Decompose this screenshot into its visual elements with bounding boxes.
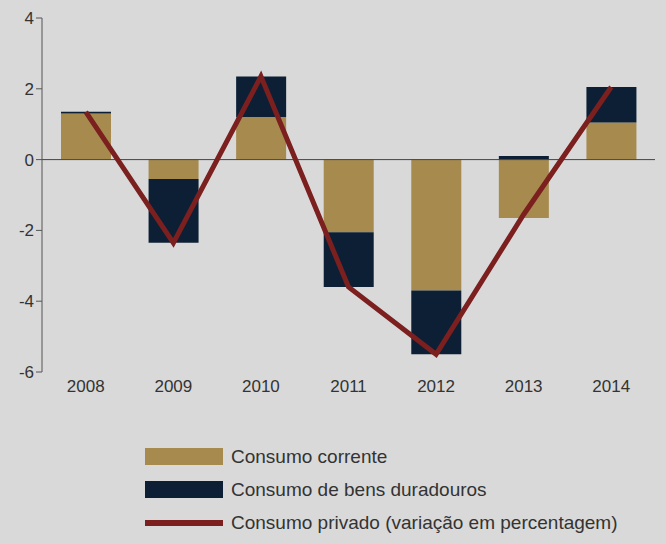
svg-text:4: 4 xyxy=(25,9,34,28)
html-text:Consumo de bens duradouros: Consumo de bens duradouros xyxy=(231,478,487,500)
svg-text:2009: 2009 xyxy=(154,377,192,396)
svg-text:0: 0 xyxy=(25,151,34,170)
html-text:Consumo privado (variação em p: Consumo privado (variação em percentagem… xyxy=(231,511,618,533)
svg-text:-4: -4 xyxy=(19,292,34,311)
svg-text:2008: 2008 xyxy=(67,377,105,396)
html-text:Consumo corrente: Consumo corrente xyxy=(231,445,388,467)
svg-text:2: 2 xyxy=(25,80,34,99)
svg-text:-6: -6 xyxy=(19,363,34,382)
svg-text:2010: 2010 xyxy=(242,377,280,396)
svg-text:2013: 2013 xyxy=(505,377,543,396)
svg-text:-2: -2 xyxy=(19,221,34,240)
svg-text:2014: 2014 xyxy=(592,377,630,396)
svg-text:2012: 2012 xyxy=(417,377,455,396)
svg-text:2011: 2011 xyxy=(330,377,367,396)
